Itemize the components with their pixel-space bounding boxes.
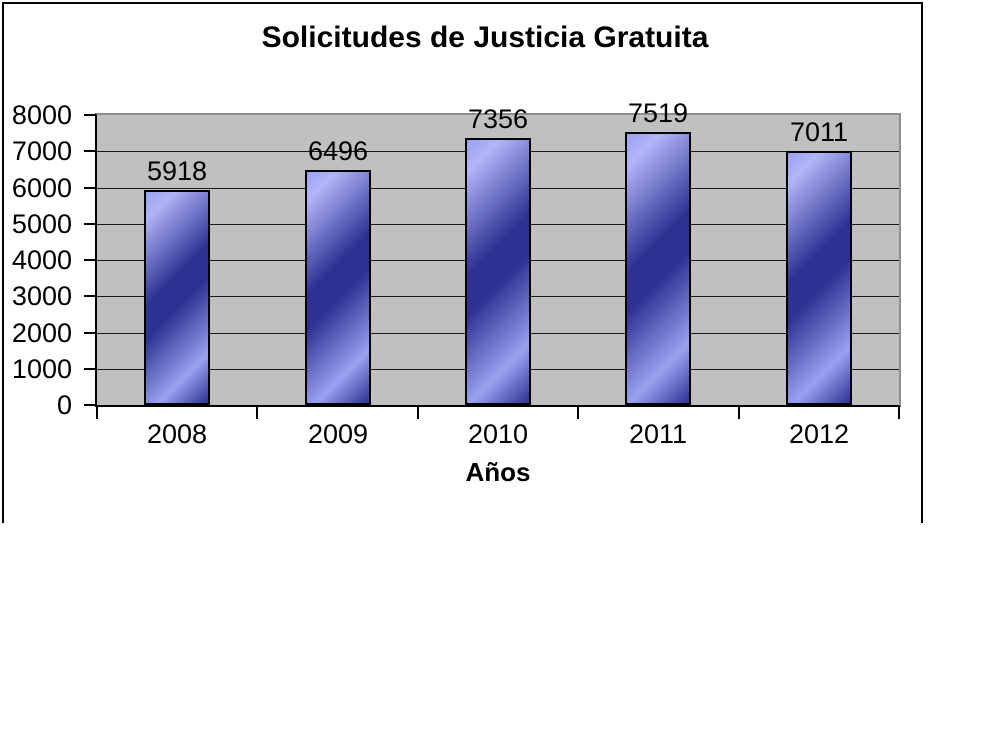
y-axis-tick (84, 259, 95, 261)
x-axis-tick (417, 407, 419, 419)
x-axis-tick-label: 2009 (307, 419, 369, 449)
y-axis-tick (84, 368, 95, 370)
y-axis-tick (84, 114, 95, 116)
y-axis-tick-label: 2000 (11, 318, 72, 348)
x-axis-title: Años (465, 457, 531, 487)
y-axis-tick (84, 404, 95, 406)
y-axis-tick-label: 0 (56, 390, 72, 420)
x-axis-tick (738, 407, 740, 419)
x-axis-tick (96, 407, 98, 419)
bar (465, 138, 531, 405)
y-axis-tick-label: 3000 (11, 281, 72, 311)
x-axis-tick-label: 2008 (146, 419, 208, 449)
bar-value-label: 5918 (146, 156, 208, 186)
x-axis-tick (577, 407, 579, 419)
y-axis-tick (84, 332, 95, 334)
bar (786, 151, 852, 405)
y-axis-tick-label: 8000 (11, 100, 72, 130)
y-axis-tick-label: 6000 (11, 173, 72, 203)
x-axis-tick-label: 2010 (467, 419, 529, 449)
x-axis-tick-label: 2012 (788, 419, 850, 449)
bar (305, 170, 371, 405)
y-axis-tick-label: 1000 (11, 354, 72, 384)
y-axis-tick-label: 4000 (11, 245, 72, 275)
chart-frame: Solicitudes de Justicia Gratuita 5918 649… (2, 2, 923, 523)
x-axis-tick (898, 407, 900, 419)
bar (144, 190, 210, 405)
y-axis-tick (84, 295, 95, 297)
y-axis-tick (84, 150, 95, 152)
bar-value-label: 7356 (467, 104, 529, 134)
bar (625, 132, 691, 405)
x-axis-tick (256, 407, 258, 419)
bar-value-label: 7519 (627, 98, 689, 128)
y-axis-tick-label: 5000 (11, 209, 72, 239)
plot-area: 5918 6496 7356 7519 7011 (95, 99, 901, 407)
bar-value-label: 7011 (789, 117, 849, 147)
y-axis-tick-label: 7000 (11, 136, 72, 166)
chart-title: Solicitudes de Justicia Gratuita (261, 21, 709, 54)
y-axis-tick (84, 223, 95, 225)
bar-value-label: 6496 (307, 136, 369, 166)
y-axis-tick (84, 187, 95, 189)
x-axis-tick-label: 2011 (628, 419, 688, 449)
